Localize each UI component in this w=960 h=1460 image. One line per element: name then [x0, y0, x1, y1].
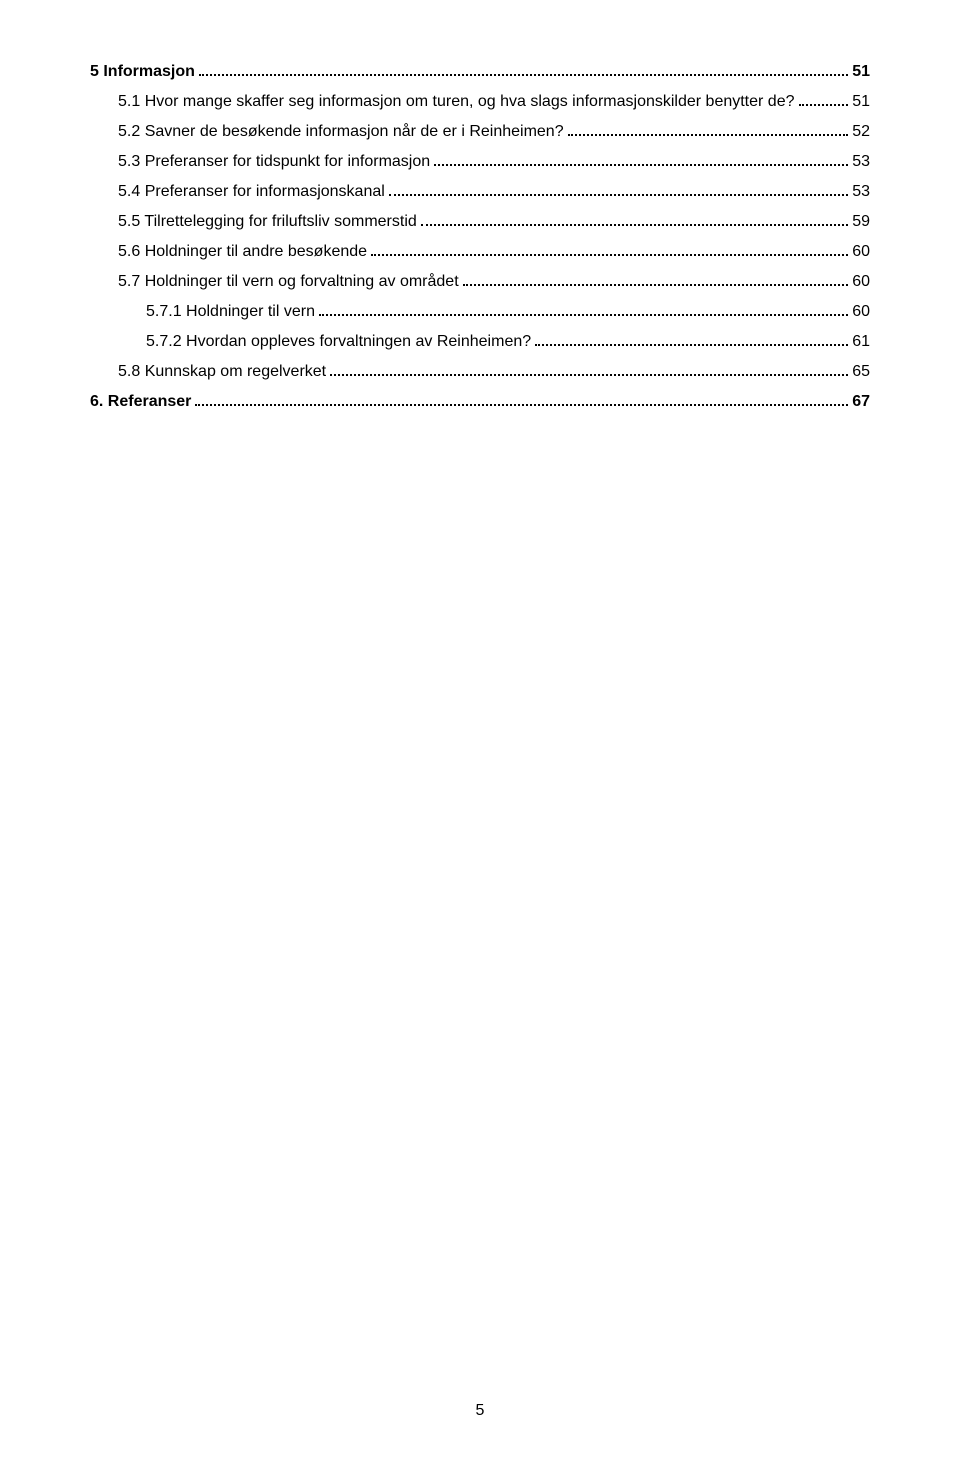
toc-page-number: 60: [852, 300, 870, 324]
toc-leader-dots: [319, 302, 848, 316]
toc-label: 5.7.2 Hvordan oppleves forvaltningen av …: [146, 330, 531, 354]
toc-page-number: 52: [852, 120, 870, 144]
toc-label: 5.8 Kunnskap om regelverket: [118, 360, 326, 384]
toc-page-number: 59: [852, 210, 870, 234]
toc-page-number: 53: [852, 180, 870, 204]
toc-entry: 5.4 Preferanser for informasjonskanal 53: [90, 180, 870, 204]
toc-entry: 5.6 Holdninger til andre besøkende 60: [90, 240, 870, 264]
toc-page-number: 67: [852, 390, 870, 414]
toc-leader-dots: [799, 92, 849, 106]
toc-label: 5.6 Holdninger til andre besøkende: [118, 240, 367, 264]
toc-label: 5.5 Tilrettelegging for friluftsliv somm…: [118, 210, 417, 234]
toc-leader-dots: [371, 242, 848, 256]
toc-label: 5.2 Savner de besøkende informasjon når …: [118, 120, 564, 144]
page-number: 5: [0, 1402, 960, 1420]
toc-label: 5.7.1 Holdninger til vern: [146, 300, 315, 324]
toc-label: 5.4 Preferanser for informasjonskanal: [118, 180, 385, 204]
toc-page-number: 65: [852, 360, 870, 384]
toc-page-number: 51: [852, 60, 870, 84]
toc-entry: 5.1 Hvor mange skaffer seg informasjon o…: [90, 90, 870, 114]
toc-page-number: 60: [852, 270, 870, 294]
toc-page-number: 53: [852, 150, 870, 174]
table-of-contents: 5 Informasjon 51 5.1 Hvor mange skaffer se…: [90, 60, 870, 414]
toc-entry: 5.2 Savner de besøkende informasjon når …: [90, 120, 870, 144]
toc-entry: 5.7.2 Hvordan oppleves forvaltningen av …: [90, 330, 870, 354]
toc-entry: 5 Informasjon 51: [90, 60, 870, 84]
toc-leader-dots: [434, 152, 848, 166]
toc-entry: 5.7.1 Holdninger til vern 60: [90, 300, 870, 324]
toc-entry: 5.8 Kunnskap om regelverket 65: [90, 360, 870, 384]
toc-label: 5 Informasjon: [90, 60, 195, 84]
toc-entry: 5.3 Preferanser for tidspunkt for inform…: [90, 150, 870, 174]
toc-label: 6. Referanser: [90, 390, 191, 414]
toc-leader-dots: [199, 62, 848, 76]
toc-entry: 6. Referanser 67: [90, 390, 870, 414]
toc-leader-dots: [330, 362, 848, 376]
toc-leader-dots: [195, 392, 848, 406]
toc-leader-dots: [463, 272, 849, 286]
toc-page-number: 51: [852, 90, 870, 114]
toc-entry: 5.7 Holdninger til vern og forvaltning a…: [90, 270, 870, 294]
toc-label: 5.7 Holdninger til vern og forvaltning a…: [118, 270, 459, 294]
toc-page-number: 61: [852, 330, 870, 354]
toc-entry: 5.5 Tilrettelegging for friluftsliv somm…: [90, 210, 870, 234]
toc-label: 5.3 Preferanser for tidspunkt for inform…: [118, 150, 430, 174]
toc-page-number: 60: [852, 240, 870, 264]
toc-leader-dots: [568, 122, 849, 136]
toc-leader-dots: [535, 332, 848, 346]
toc-leader-dots: [421, 212, 848, 226]
toc-leader-dots: [389, 182, 848, 196]
toc-label: 5.1 Hvor mange skaffer seg informasjon o…: [118, 90, 795, 114]
